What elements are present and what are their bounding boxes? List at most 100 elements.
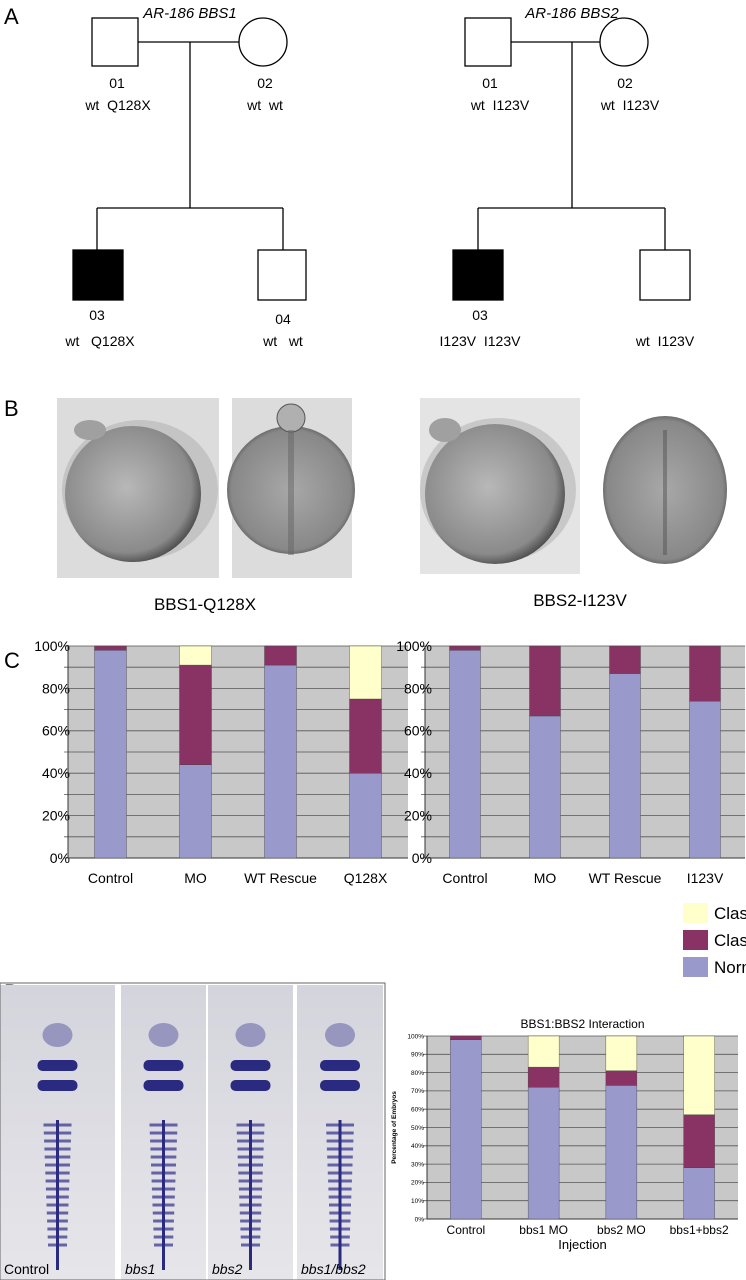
chart-bbs2-rescue: 0% 20% 40% 60% 80% 100% Control MO WT Rescue I123… [396,638,745,886]
y-tick-label: 90% [411,1052,424,1059]
x-tick-label: MO [184,870,207,886]
x-tick-label: WT Rescue [589,870,662,886]
chart-bbs1-bbs2-interaction: 0% 10% 20% 30% 40% 50% 60% 70% 80% 90% 100% Control… [391,1017,738,1252]
member-id: 02 [617,75,633,91]
y-tick-label: 80% [404,680,432,696]
y-tick-label: 70% [411,1088,424,1095]
pedigree-male-01 [91,17,139,67]
legend-swatch-class1 [683,930,708,950]
y-axis-label: Percentage of Embryos [391,1091,398,1164]
bar-segment-normal [450,1039,482,1220]
krox20-stripe [230,1060,271,1071]
x-tick-label: MO [534,870,557,886]
bar-segment-normal [605,1085,638,1220]
bar-segment-class-ii [527,1035,560,1068]
pedigree-male-04 [257,249,307,301]
member-id: 03 [472,307,488,323]
bar-segment-normal [449,650,481,859]
embryo-caption: BBS1-Q128X [154,595,256,614]
bar-segment-class-ii [349,645,382,700]
krox20-stripe [37,1080,78,1091]
bar-segment-normal [527,1087,560,1220]
krox20-stripe [230,1080,271,1091]
bar-segment-class-i [450,1035,482,1040]
bar-segment-normal [179,764,212,859]
krox20-stripe [320,1060,360,1071]
forebrain-stain [148,1023,179,1047]
bar-segment-normal [264,664,297,859]
insitu-label: Control [4,1261,49,1277]
y-tick-label: 100% [396,638,432,654]
panel-label-a: A [4,4,19,29]
x-tick-label: bbs2 MO [597,1223,646,1237]
member-genotype: wt I123V [470,97,530,113]
bar-segment-normal [683,1167,715,1220]
y-tick-label: 20% [42,808,70,824]
y-tick-label: 60% [411,1106,424,1113]
legend: Class II Class I Normal [683,903,746,977]
krox20-stripe [320,1080,360,1091]
legend-swatch-class2 [683,903,708,923]
pedigree-right [452,17,691,301]
pedigree-title: AR-186 BBS1 [142,5,236,22]
embryo-image-dorsal-bbs2 [590,398,740,578]
insitu-frame [0,982,386,1280]
insitu-panel-Control: Control [0,985,115,1280]
pedigree-left [72,17,307,301]
y-tick-label: 30% [411,1161,424,1168]
bar-segment-class-ii [683,1035,715,1115]
bar-segment-class-i [349,698,382,774]
insitu-panel-bbs1: bbs1 [121,985,206,1280]
y-tick-label: 100% [34,638,70,654]
member-genotype: wt wt [246,97,283,113]
y-tick-label: 20% [411,1180,424,1187]
y-tick-label: 100% [407,1033,424,1040]
x-axis-label: Injection [558,1237,606,1252]
bar-segment-class-i [94,645,127,651]
member-id: 02 [257,75,273,91]
member-genotype: wt Q128X [84,97,151,113]
pedigree-male-01 [464,17,512,67]
legend-label: Normal [714,958,746,977]
y-tick-label: 10% [411,1198,424,1205]
member-id: 01 [109,75,125,91]
bar-segment-class-i [264,645,297,666]
pedigree-female-02 [238,17,288,67]
bar-segment-class-i [605,1070,638,1086]
member-id: 04 [275,311,291,327]
y-tick-label: 60% [404,723,432,739]
y-tick-label: 50% [411,1125,424,1132]
y-tick-label: 40% [411,1143,424,1150]
forebrain-stain [325,1023,355,1047]
y-tick-label: 20% [404,808,432,824]
y-tick-label: 0% [50,850,70,866]
y-tick-label: 80% [42,680,70,696]
embryo-image-lateral-bbs2 [420,398,580,574]
insitu-label: bbs1 [125,1261,155,1277]
x-tick-label: Control [88,870,133,886]
forebrain-stain [42,1023,73,1047]
x-tick-label: bbs1 MO [519,1223,568,1237]
pedigree-female-02 [599,17,649,67]
y-tick-label: 80% [411,1070,424,1077]
bar-segment-class-i [609,645,641,674]
member-genotype: wt Q128X [64,333,135,349]
bar-segment-normal [529,715,561,859]
pedigree-male-04 [639,249,691,301]
x-tick-label: bbs1+bbs2 [670,1223,729,1237]
bar-segment-class-i [179,664,212,765]
member-genotype: wt I123V [635,333,695,349]
embryo-image-lateral-bbs1 [57,398,219,578]
legend-label: Class I [714,931,746,950]
insitu-images: Control bbs1 bbs2 bbs1/bbs2 [0,982,386,1280]
member-genotype: I123V I123V [440,333,522,349]
bar-segment-class-i [527,1066,560,1088]
insitu-label: bbs1/bbs2 [301,1261,366,1277]
y-tick-label: 0% [415,1216,425,1223]
krox20-stripe [37,1060,78,1071]
forebrain-stain [235,1023,266,1047]
embryo-caption: BBS2-I123V [533,591,627,610]
insitu-panel-bbs2: bbs2 [208,985,293,1280]
embryo-image-dorsal-bbs1 [227,398,355,578]
